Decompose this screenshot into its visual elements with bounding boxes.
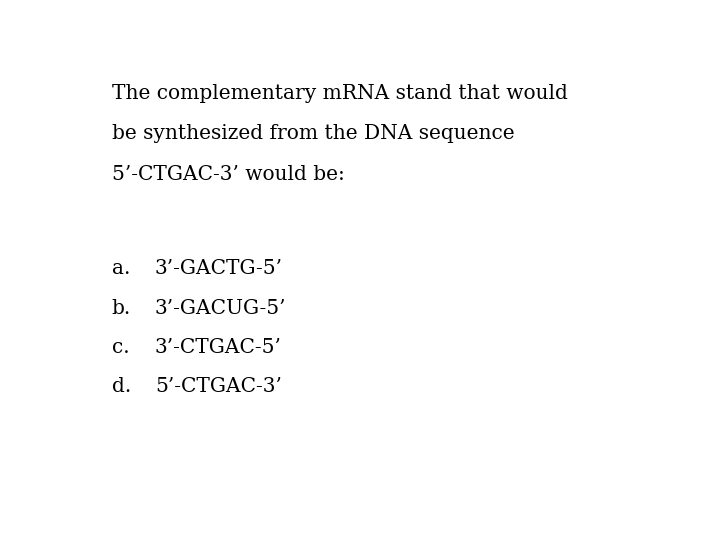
Text: 3’-GACTG-5’: 3’-GACTG-5’ (155, 259, 283, 278)
Text: be synthesized from the DNA sequence: be synthesized from the DNA sequence (112, 124, 514, 143)
Text: The complementary mRNA stand that would: The complementary mRNA stand that would (112, 84, 567, 103)
Text: d.: d. (112, 377, 131, 396)
Text: b.: b. (112, 299, 131, 318)
Text: 3’-CTGAC-5’: 3’-CTGAC-5’ (155, 338, 282, 357)
Text: 5’-CTGAC-3’: 5’-CTGAC-3’ (155, 377, 282, 396)
Text: c.: c. (112, 338, 129, 357)
Text: 5’-CTGAC-3’ would be:: 5’-CTGAC-3’ would be: (112, 165, 344, 184)
Text: a.: a. (112, 259, 130, 278)
Text: 3’-GACUG-5’: 3’-GACUG-5’ (155, 299, 287, 318)
